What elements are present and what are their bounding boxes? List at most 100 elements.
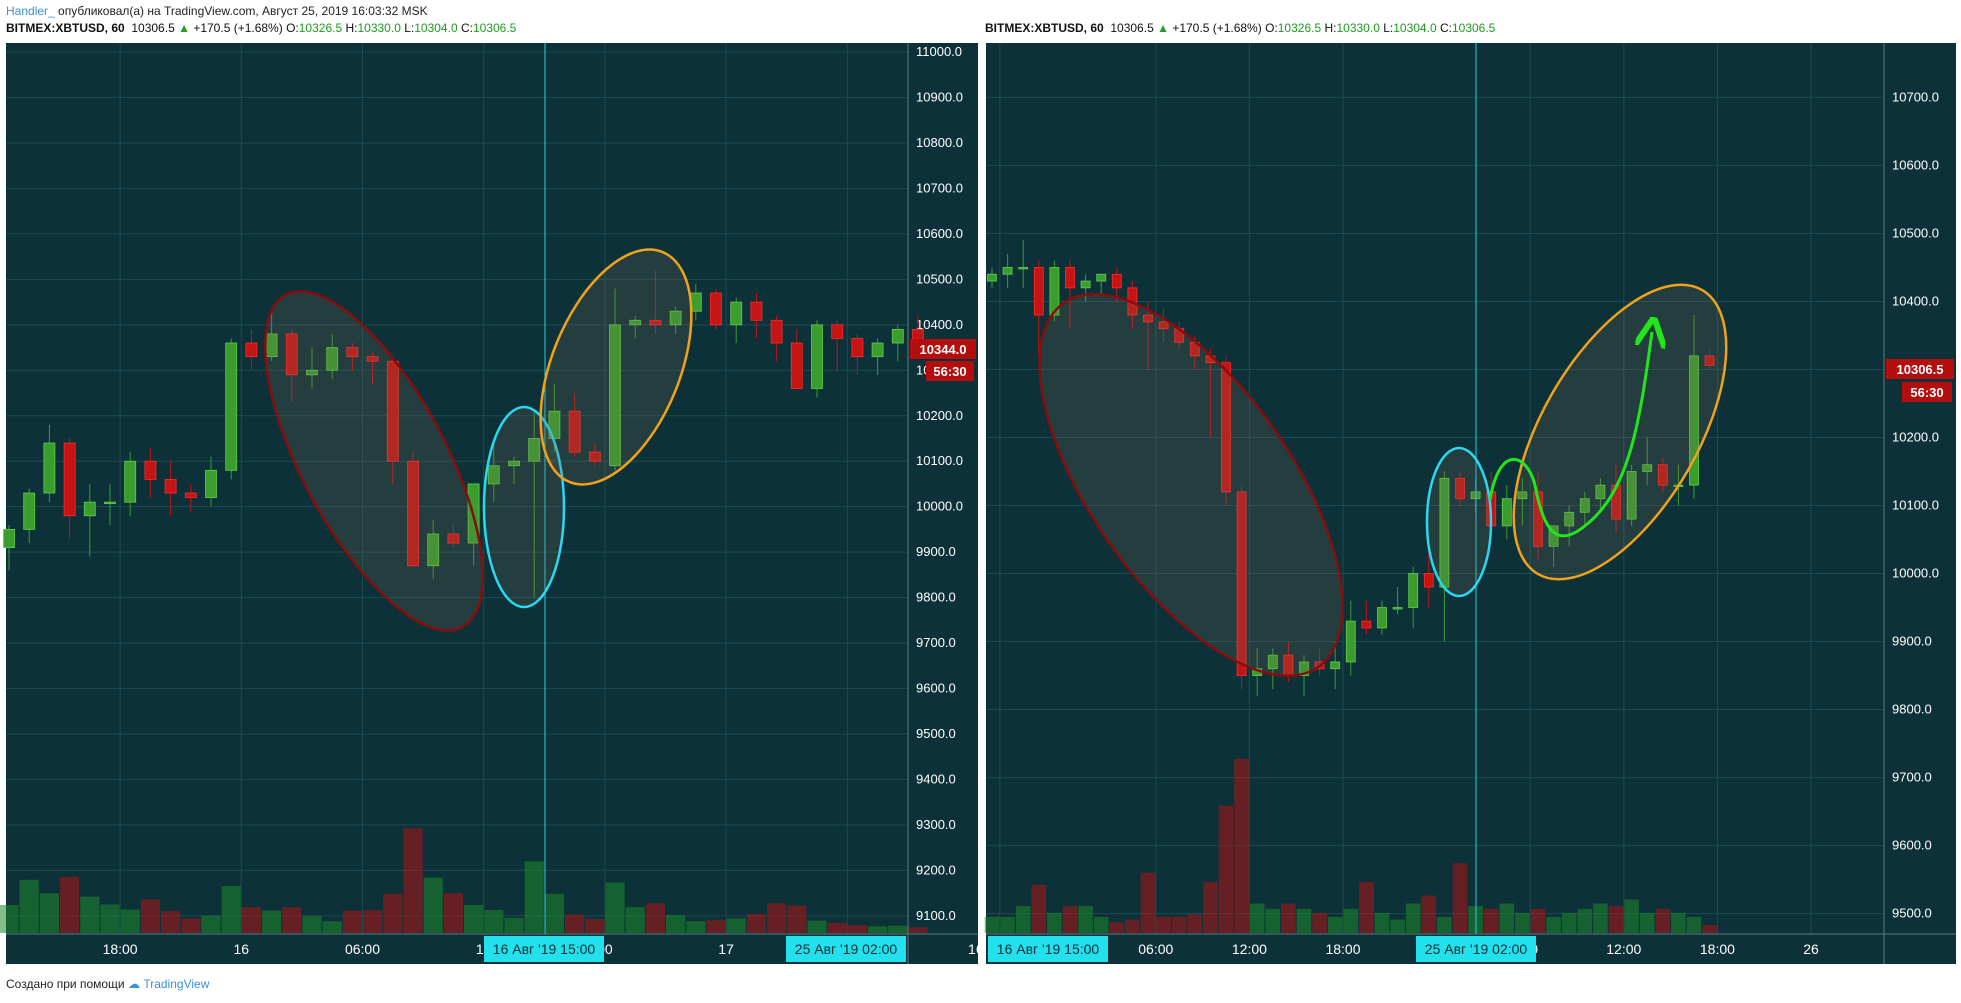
candle-body [326, 347, 339, 371]
candle [1533, 471, 1543, 560]
last-price: 10306.5 [1110, 21, 1154, 35]
candle [1642, 437, 1653, 486]
y-tick-label: 10100.0 [1892, 498, 1939, 513]
volume-bar [1608, 906, 1624, 933]
candle-body [1018, 267, 1029, 270]
candle [750, 293, 763, 339]
candle-body [1096, 273, 1107, 282]
candle [487, 438, 500, 503]
high-value: 10330.0 [1336, 21, 1380, 35]
candle-body [285, 333, 298, 376]
volume-bar [282, 907, 302, 933]
candle [23, 488, 36, 544]
candle-body [1704, 355, 1715, 366]
candle [1579, 491, 1590, 526]
candle-body [831, 324, 844, 339]
y-tick-label: 10400.0 [1892, 293, 1939, 308]
volume-bar [181, 918, 201, 933]
time-marker-left-box [484, 936, 604, 962]
volume-bar [504, 917, 524, 933]
volume-bar [1655, 908, 1671, 933]
candle [1704, 349, 1715, 370]
x-tick-label: 06:00 [345, 941, 380, 957]
x-tick-label: 12:00 [1232, 941, 1267, 957]
candle-body [508, 460, 520, 467]
candle [1392, 587, 1403, 615]
volume-bar [1265, 908, 1281, 933]
candle [184, 483, 197, 512]
x-tick-label: 18:00 [103, 941, 138, 957]
y-tick-label: 9600.0 [1892, 838, 1932, 853]
volume-bar [39, 893, 59, 933]
candle [1221, 355, 1231, 506]
volume-bar [1577, 908, 1593, 933]
x-tick-label: 18:00 [1325, 941, 1360, 957]
candle-body [568, 410, 581, 453]
y-tick-label: 10500.0 [1892, 225, 1939, 240]
y-tick-label: 10000.0 [916, 499, 963, 514]
candle-body [1158, 321, 1169, 330]
volume-bar [585, 919, 605, 933]
time-marker-right-box [1416, 936, 1536, 962]
candle-body [1143, 314, 1153, 323]
volume-bar [767, 903, 787, 933]
y-tick-label: 9900.0 [1892, 634, 1932, 649]
candle-body [1002, 267, 1013, 275]
volume-bar [1639, 912, 1655, 933]
candle [1236, 485, 1247, 690]
y-tick-label: 10600.0 [916, 226, 963, 241]
symbol-name: BITMEX:XBTUSD, 60 [985, 21, 1104, 35]
candle [63, 438, 76, 539]
candle [245, 329, 258, 371]
candle [508, 456, 520, 484]
volume-bar [342, 910, 362, 933]
candle [891, 324, 904, 362]
chart-background [6, 43, 978, 964]
candle-body [811, 324, 823, 389]
candle [124, 452, 137, 516]
candle-body [386, 360, 399, 462]
volume-bar [1593, 903, 1608, 933]
y-tick-label: 9900.0 [916, 544, 956, 559]
volume-bar [161, 911, 181, 933]
volume-bar [1234, 758, 1249, 933]
candle [629, 315, 642, 339]
trend-arrow [1488, 332, 1652, 538]
candle [306, 347, 318, 389]
symbol-line-right: BITMEX:XBTUSD, 60 10306.5 ▲ +170.5 (+1.6… [985, 21, 1496, 35]
symbol-name: BITMEX:XBTUSD, 60 [6, 21, 125, 35]
volume-bar [706, 920, 726, 933]
volume-bar [120, 909, 140, 933]
low-value: 10304.0 [1393, 21, 1437, 35]
candle [427, 520, 440, 580]
volume-bar [241, 907, 261, 933]
volume-bar [565, 914, 585, 933]
candle-body [1408, 573, 1419, 608]
candle-body [1111, 273, 1122, 289]
candle-body [730, 301, 743, 326]
author-link[interactable]: Handler_ [6, 4, 55, 18]
volume-bar [726, 918, 746, 933]
volume-bar [1015, 906, 1031, 933]
time-marker-left-box [988, 936, 1108, 962]
volume-bar [524, 861, 544, 933]
candle-body [1361, 620, 1372, 629]
volume-bar [1187, 914, 1203, 933]
volume-bar [1296, 908, 1312, 933]
volume-bar [645, 903, 665, 933]
candle-body [851, 338, 864, 358]
volume-bar [1499, 903, 1515, 933]
x-tick-label: 06:00 [1138, 941, 1173, 957]
candle-body [1455, 477, 1465, 500]
candle-body [790, 342, 803, 389]
candle-body [1236, 491, 1247, 676]
candle [770, 315, 783, 362]
candle [1657, 457, 1668, 492]
candle [1018, 240, 1029, 288]
x-tick-label: 00 [0, 941, 7, 957]
candle [1501, 485, 1512, 540]
y-tick-label: 9100.0 [916, 908, 956, 923]
footer-brand[interactable]: TradingView [143, 977, 210, 991]
candle-body [609, 324, 621, 467]
